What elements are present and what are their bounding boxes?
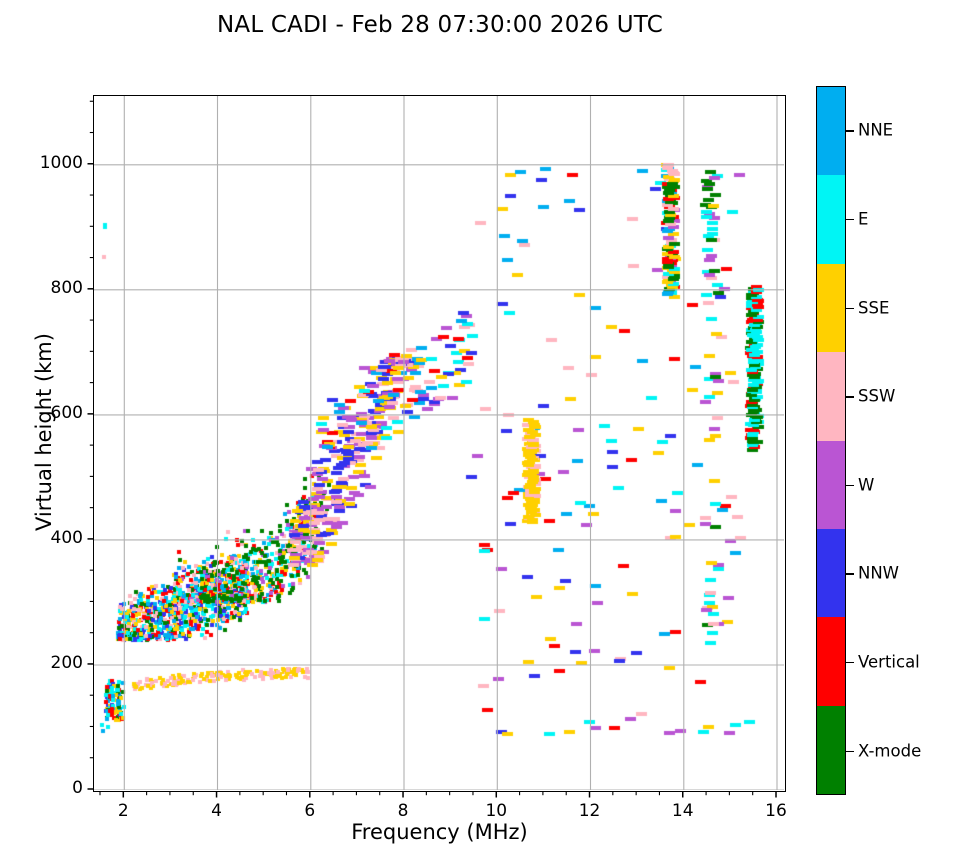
y-tick-label: 0 <box>72 778 83 798</box>
y-tick-label: 1000 <box>39 152 83 173</box>
colorbar-label-nne: NNE <box>858 120 894 140</box>
ionogram-scatter-canvas <box>94 96 784 790</box>
colorbar-label-x-mode: X-mode <box>858 741 922 761</box>
colorbar-label-ssw: SSW <box>858 386 896 406</box>
x-tick-label: 6 <box>304 801 316 821</box>
y-axis-title: Virtual height (km) <box>32 333 56 531</box>
x-tick-label: 10 <box>485 801 508 821</box>
colorbar-label-sse: SSE <box>858 298 890 318</box>
x-tick-label: 16 <box>765 801 787 821</box>
x-axis-title: Frequency (MHz) <box>351 820 528 844</box>
colorbar-label-w: W <box>858 475 875 495</box>
colorbar-segment-sse <box>817 263 845 353</box>
y-tick-label: 800 <box>50 277 83 298</box>
page-title: NAL CADI - Feb 28 07:30:00 2026 UTC <box>217 12 663 38</box>
colorbar-label-nnw: NNW <box>858 563 900 583</box>
colorbar-tick <box>846 750 854 753</box>
x-tick-label: 8 <box>397 801 409 821</box>
y-tick-label: 200 <box>50 652 83 673</box>
colorbar-segment-w <box>817 440 845 529</box>
colorbar-tick <box>846 396 854 398</box>
colorbar-label-vertical: Vertical <box>858 652 920 672</box>
y-tick-label: 600 <box>50 402 83 423</box>
x-tick-label: 14 <box>671 801 694 821</box>
colorbar-tick <box>846 218 854 221</box>
colorbar-segment-vertical <box>817 617 845 706</box>
colorbar-tick <box>846 662 854 664</box>
colorbar-label-e: E <box>858 209 869 229</box>
colorbar-tick <box>846 484 854 487</box>
colorbar-segment-x-mode <box>817 705 845 794</box>
grid-lines <box>94 96 784 790</box>
colorbar-tick <box>846 130 854 132</box>
colorbar-segment-nne <box>817 87 845 176</box>
x-tick-label: 2 <box>117 801 129 821</box>
colorbar-tick <box>846 307 854 309</box>
colorbar-tick <box>846 573 854 575</box>
colorbar-segment-nnw <box>817 528 845 618</box>
colorbar <box>816 86 846 795</box>
x-tick-label: 4 <box>211 801 222 821</box>
y-tick-label: 400 <box>50 527 83 548</box>
colorbar-segment-e <box>817 175 845 264</box>
x-tick-label: 12 <box>578 801 601 821</box>
colorbar-segment-ssw <box>817 352 845 441</box>
colorbar-ticks <box>846 86 856 795</box>
plot-area <box>93 95 786 792</box>
